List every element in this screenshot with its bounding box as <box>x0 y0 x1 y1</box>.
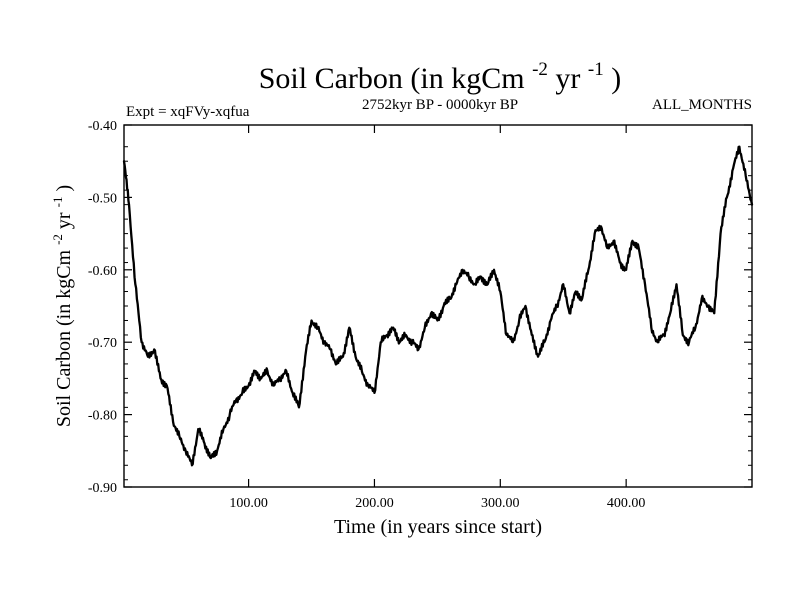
x-tick-label: 200.00 <box>355 496 394 511</box>
y-axis-title-main: Soil Carbon (in kgCm <box>53 249 75 427</box>
y-axis-title-middle: yr <box>53 212 75 229</box>
x-axis-title: Time (in years since start) <box>334 516 542 538</box>
y-axis-title-superscript-one: -2 <box>50 234 65 245</box>
y-axis-title-end: ) <box>53 185 75 192</box>
y-tick-label: -0.40 <box>88 119 117 134</box>
chart-title-main: Soil Carbon (in kgCm <box>259 62 525 95</box>
chart-title: Soil Carbon (in kgCm -2 yr -1 ) <box>259 49 622 95</box>
y-tick-label: -0.70 <box>88 336 117 351</box>
chart-title-middle: yr <box>555 62 580 95</box>
chart-title-end: ) <box>611 62 621 95</box>
time-range-subtitle: 2752kyr BP - 0000kyr BP <box>362 97 518 113</box>
x-tick-label: 300.00 <box>481 496 520 511</box>
y-axis: -0.40 -0.50 -0.60 -0.70 -0.80 -0.90 <box>88 119 752 496</box>
y-tick-label: -0.90 <box>88 481 117 496</box>
chart-title-superscript-one: -2 <box>532 59 548 80</box>
x-tick-label: 100.00 <box>229 496 268 511</box>
months-label: ALL_MONTHS <box>652 97 752 113</box>
chart-title-superscript-two: -1 <box>588 59 604 80</box>
x-tick-label: 400.00 <box>607 496 646 511</box>
y-axis-title-superscript-two: -1 <box>50 197 65 208</box>
soil-carbon-series-line <box>122 145 754 467</box>
x-axis: 100.00 200.00 300.00 400.00 <box>229 125 645 511</box>
y-tick-label: -0.50 <box>88 191 117 206</box>
experiment-label: Expt = xqFVy-xqfua <box>126 104 250 120</box>
y-axis-title: Soil Carbon (in kgCm -2 yr -1 ) <box>45 185 75 427</box>
y-tick-label: -0.80 <box>88 409 117 424</box>
plot-frame <box>123 124 753 488</box>
y-tick-label: -0.60 <box>88 264 117 279</box>
